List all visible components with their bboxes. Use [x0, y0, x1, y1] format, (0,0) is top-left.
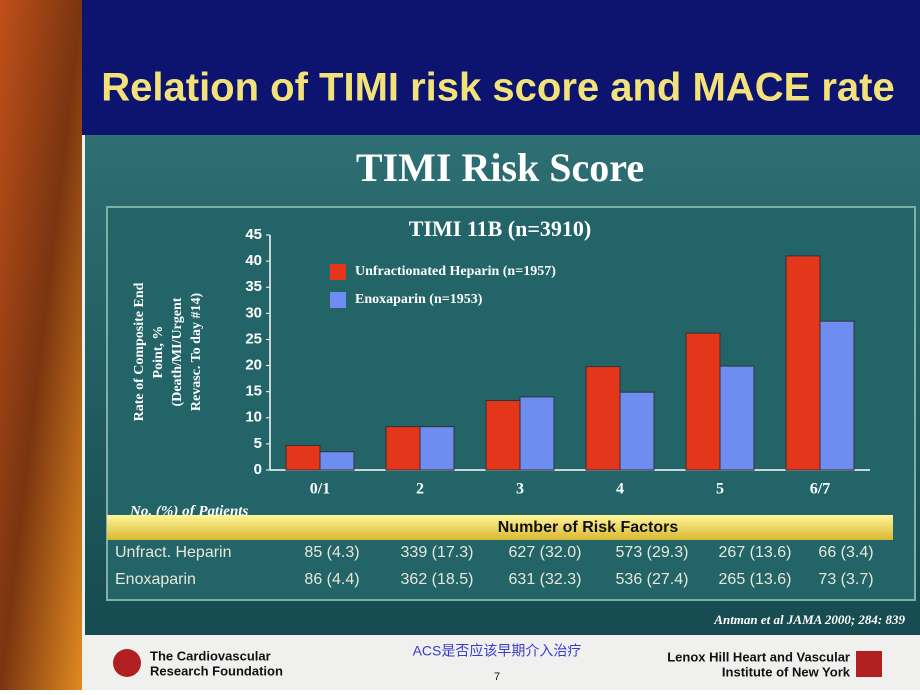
bar [719, 365, 755, 471]
table-cell: 86 (4.4) [304, 571, 359, 588]
y-tick-label: 0 [254, 461, 262, 478]
footer-left: Research Foundation [150, 663, 283, 678]
slide-title: Relation of TIMI risk score and MACE rat… [101, 66, 895, 110]
y-tick-label: 10 [245, 409, 262, 426]
footer-left: The Cardiovascular [150, 648, 271, 663]
bar [819, 320, 855, 471]
bar [385, 426, 421, 471]
table-cell: 73 (3.7) [818, 571, 873, 588]
x-tick-label: 6/7 [810, 481, 830, 498]
x-tick-label: 0/1 [310, 481, 330, 498]
logo-left [113, 649, 141, 677]
y-axis-label: Revasc. To day #14) [189, 293, 204, 412]
table-row-label: Enoxaparin [115, 571, 196, 588]
y-tick-label: 45 [245, 226, 262, 243]
legend-swatch [330, 264, 346, 280]
legend-label: Enoxaparin (n=1953) [355, 292, 483, 307]
y-tick-label: 30 [245, 304, 262, 321]
table-cell: 573 (29.3) [616, 544, 689, 561]
table-cell: 267 (13.6) [719, 544, 792, 561]
bar [485, 400, 521, 471]
table-cell: 631 (32.3) [509, 571, 582, 588]
table-cell: 362 (18.5) [401, 571, 474, 588]
y-tick-label: 5 [254, 435, 262, 452]
table-row-label: Unfract. Heparin [115, 544, 232, 561]
footer-right: Lenox Hill Heart and Vascular [667, 649, 850, 664]
decor-strip [0, 0, 82, 690]
title-band [82, 0, 920, 135]
table-header: Number of Risk Factors [498, 519, 679, 536]
bar [319, 451, 355, 471]
logo-right [856, 651, 882, 677]
legend-label: Unfractionated Heparin (n=1957) [355, 264, 556, 279]
y-axis-label: (Death/MI/Urgent [170, 297, 185, 406]
x-tick-label: 4 [616, 481, 624, 498]
y-tick-label: 20 [245, 357, 262, 374]
table-cell: 265 (13.6) [719, 571, 792, 588]
x-tick-label: 3 [516, 481, 524, 498]
bar [685, 332, 721, 471]
citation: Antman et al JAMA 2000; 284: 839 [713, 612, 905, 627]
bar [619, 391, 655, 471]
footer-center: ACS是否应该早期介入治疗 [413, 643, 582, 659]
y-tick-label: 40 [245, 252, 262, 269]
x-tick-label: 2 [416, 481, 424, 498]
y-tick-label: 15 [245, 383, 262, 400]
y-axis-label: Point, % [151, 326, 166, 379]
page-number: 7 [494, 671, 500, 683]
y-axis-label: Rate of Composite End [132, 282, 147, 421]
bar [585, 366, 621, 471]
footer-right: Institute of New York [722, 664, 851, 679]
bar [519, 396, 555, 471]
table-cell: 85 (4.3) [304, 544, 359, 561]
bar [285, 444, 321, 471]
table-cell: 339 (17.3) [401, 544, 474, 561]
chart-title: TIMI Risk Score [356, 145, 644, 190]
y-tick-label: 25 [245, 330, 262, 347]
bar [419, 426, 455, 471]
table-cell: 66 (3.4) [818, 544, 873, 561]
table-cell: 536 (27.4) [616, 571, 689, 588]
y-tick-label: 35 [245, 278, 262, 295]
x-tick-label: 5 [716, 481, 724, 498]
legend-swatch [330, 292, 346, 308]
table-header-bar [107, 515, 893, 540]
table-cell: 627 (32.0) [509, 544, 582, 561]
chart-subtitle: TIMI 11B (n=3910) [409, 216, 591, 241]
bar [785, 255, 821, 471]
